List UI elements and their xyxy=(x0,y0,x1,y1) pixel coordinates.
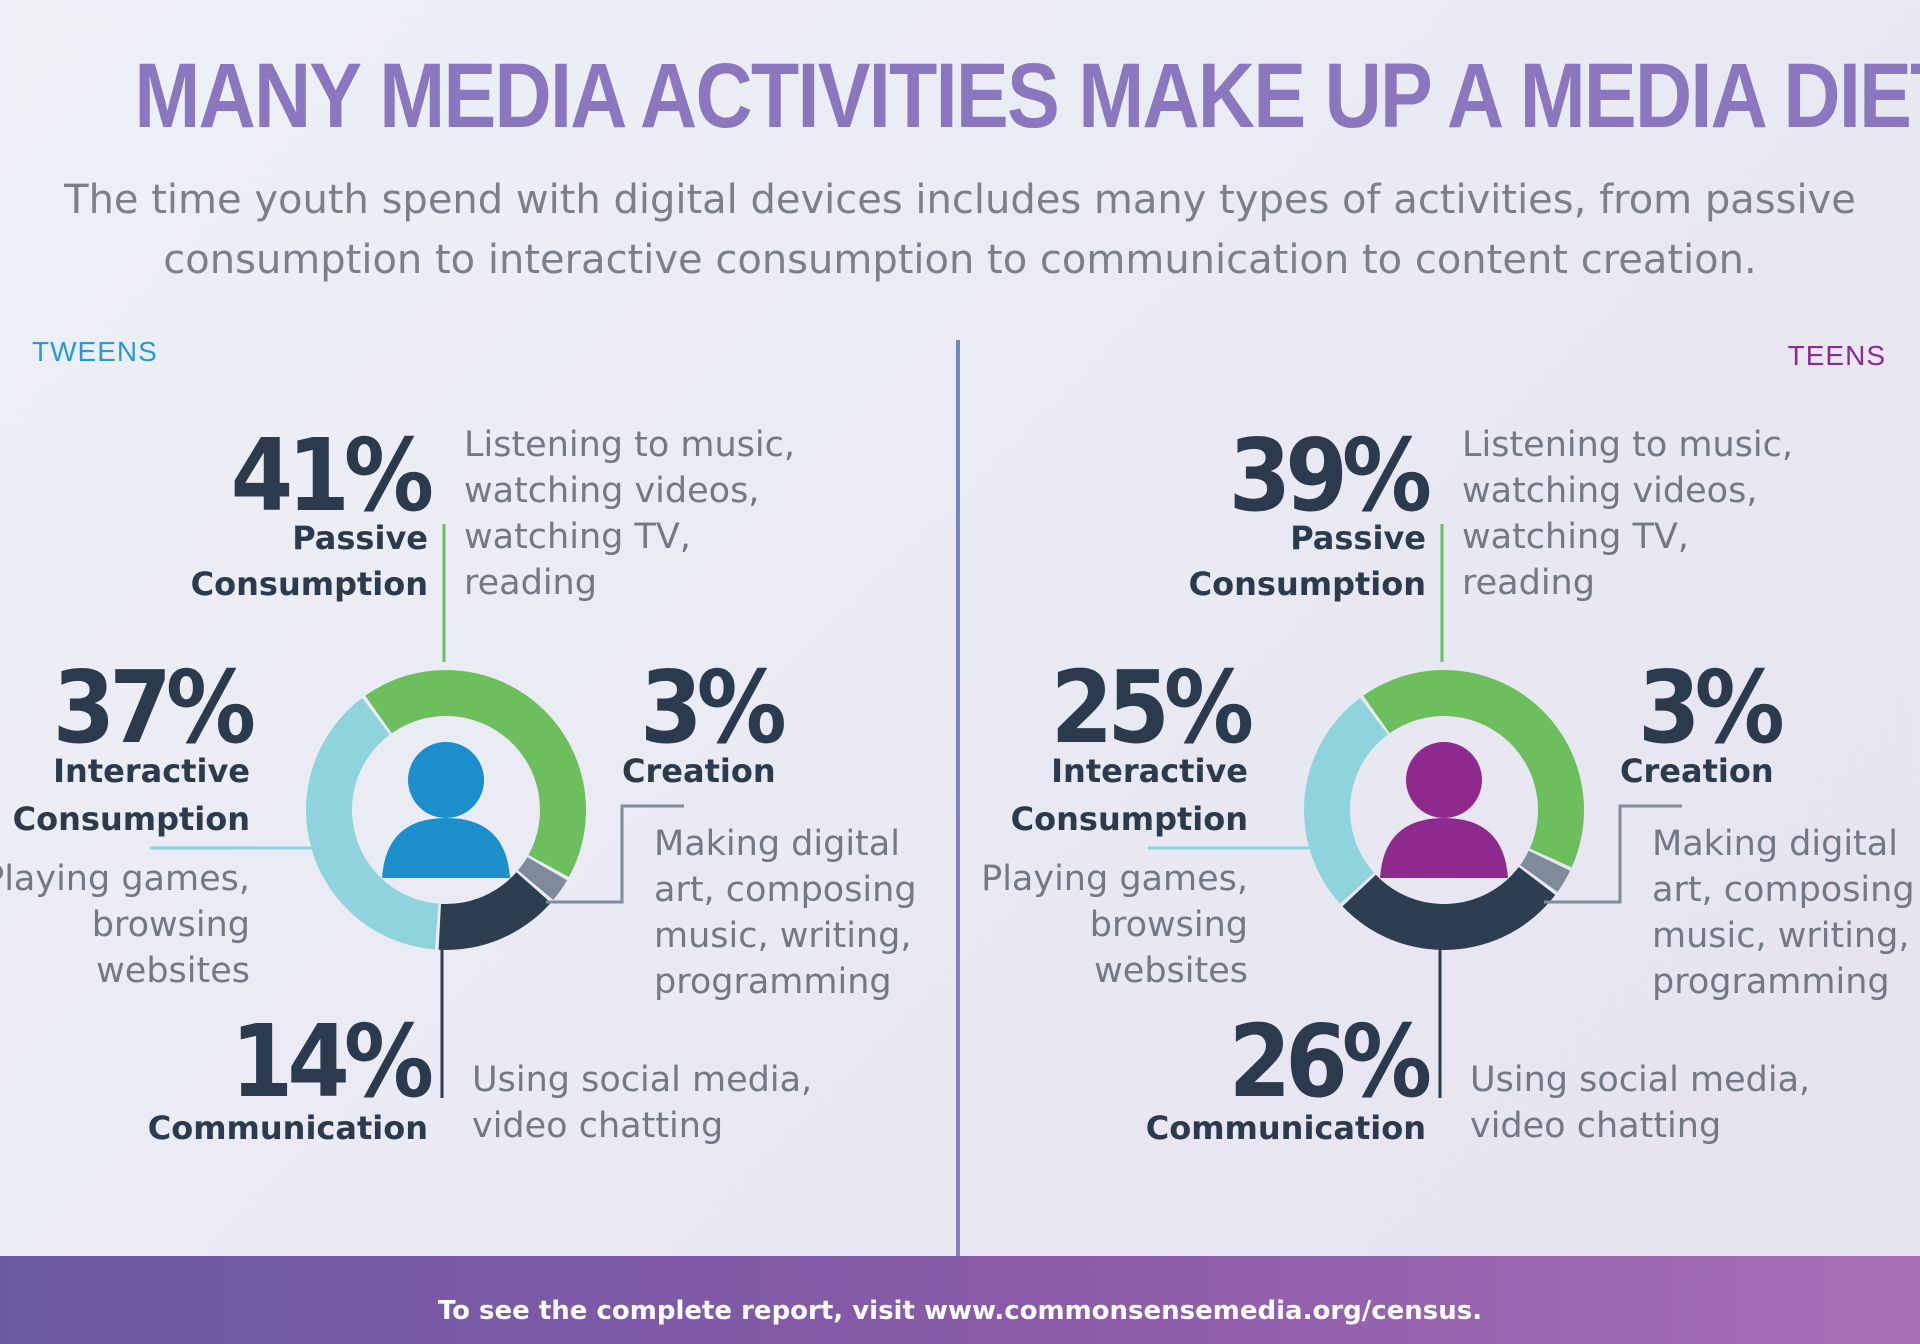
tweens-communication-value: 14% xyxy=(231,1003,432,1120)
teens-communication-label: Communication xyxy=(1146,1109,1426,1147)
teens-passive-desc: Listening to music, watching videos, watch… xyxy=(1462,425,1793,603)
tweens-interactive-desc-line: websites xyxy=(96,951,250,991)
tweens-communication-desc-line: Using social media, xyxy=(472,1060,812,1100)
tweens-interactive-value: 37% xyxy=(53,649,254,766)
page-title: MANY MEDIA ACTIVITIES MAKE UP A MEDIA DI… xyxy=(134,45,1920,147)
tweens-passive-value: 41% xyxy=(231,417,432,534)
tweens-interactive-label-line: Consumption xyxy=(13,800,250,838)
teens-passive-desc-line: watching videos, xyxy=(1462,471,1757,511)
teens-panel xyxy=(1148,524,1682,1098)
page-subtitle: The time youth spend with digital device… xyxy=(40,170,1880,290)
tweens-slice-passive xyxy=(365,670,586,878)
tweens-passive-desc-line: reading xyxy=(464,563,597,603)
tweens-creation-leader xyxy=(546,804,684,904)
teens-interactive-label: Interactive Consumption xyxy=(1011,752,1248,838)
teens-creation-desc-line: programming xyxy=(1652,962,1890,1002)
teens-label: TEENS xyxy=(1787,340,1886,371)
footer-bar xyxy=(0,1256,1920,1344)
teens-creation-value-line: 3% xyxy=(1638,649,1783,766)
tweens-communication-label-line: Communication xyxy=(148,1109,428,1147)
teens-interactive-value: 25% xyxy=(1051,649,1252,766)
tweens-passive-desc-line: watching TV, xyxy=(464,517,691,557)
teens-interactive-value-line: 25% xyxy=(1051,649,1252,766)
teens-communication-desc: Using social media, video chatting xyxy=(1470,1060,1810,1146)
tweens-passive-label-line: Passive xyxy=(292,519,428,557)
tweens-creation-desc-line: programming xyxy=(654,962,892,1002)
teens-creation-value: 3% xyxy=(1638,649,1783,766)
tweens-creation-label: Creation xyxy=(622,752,776,790)
subtitle-line-2: consumption to interactive consumption t… xyxy=(163,237,1757,283)
tweens-creation-label-line: Creation xyxy=(622,752,776,790)
teens-creation-leader xyxy=(1544,804,1682,904)
tweens-creation-desc-line: art, composing xyxy=(654,870,917,910)
teens-communication-desc-line: Using social media, xyxy=(1470,1060,1810,1100)
subtitle-line-1: The time youth spend with digital device… xyxy=(64,177,1856,223)
tweens-interactive-label-line: Interactive xyxy=(53,752,250,790)
teens-passive-label: Passive Consumption xyxy=(1189,519,1426,603)
tweens-interactive-desc: Playing games, browsing websites xyxy=(0,859,250,991)
teens-communication-value: 26% xyxy=(1229,1003,1430,1120)
teens-person-icon xyxy=(1406,742,1482,818)
footer-text: To see the complete report, visit www.co… xyxy=(437,1296,1483,1326)
teens-person-body xyxy=(1380,818,1508,878)
teens-interactive-desc-line: Playing games, xyxy=(981,859,1248,899)
teens-creation-desc-line: art, composing xyxy=(1652,870,1915,910)
teens-communication-desc-line: video chatting xyxy=(1470,1106,1721,1146)
teens-passive-value-line: 39% xyxy=(1229,417,1430,534)
teens-creation-label-line: Creation xyxy=(1620,752,1774,790)
tweens-label: TWEENS xyxy=(32,336,158,367)
tweens-creation-desc: Making digital art, composing music, writi… xyxy=(654,824,917,1002)
teens-interactive-label-line: Consumption xyxy=(1011,800,1248,838)
teens-communication-value-line: 26% xyxy=(1229,1003,1430,1120)
teens-interactive-desc-line: websites xyxy=(1094,951,1248,991)
teens-creation-desc-line: music, writing, xyxy=(1652,916,1909,956)
teens-creation-desc: Making digital art, composing music, writi… xyxy=(1652,824,1915,1002)
tweens-passive-value-line: 41% xyxy=(231,417,432,534)
tweens-slice-creation xyxy=(518,857,568,900)
teens-interactive-label-line: Interactive xyxy=(1051,752,1248,790)
tweens-person-body xyxy=(382,818,510,878)
tweens-communication-value-line: 14% xyxy=(231,1003,432,1120)
tweens-passive-desc: Listening to music, watching videos, watch… xyxy=(464,425,795,603)
teens-interactive-desc: Playing games, browsing websites xyxy=(981,859,1248,991)
tweens-passive-label: Passive Consumption xyxy=(191,519,428,603)
teens-passive-label-line: Consumption xyxy=(1189,565,1426,603)
teens-passive-label-line: Passive xyxy=(1290,519,1426,557)
tweens-passive-desc-line: watching videos, xyxy=(464,471,759,511)
tweens-passive-label-line: Consumption xyxy=(191,565,428,603)
teens-slice-communication xyxy=(1342,867,1556,951)
tweens-creation-value: 3% xyxy=(640,649,785,766)
teens-slice-interactive xyxy=(1304,697,1388,904)
tweens-interactive-desc-line: Playing games, xyxy=(0,859,250,899)
teens-passive-desc-line: watching TV, xyxy=(1462,517,1689,557)
teens-slice-passive xyxy=(1363,669,1585,868)
tweens-person-icon xyxy=(408,742,484,818)
tweens-interactive-value-line: 37% xyxy=(53,649,254,766)
teens-passive-desc-line: reading xyxy=(1462,563,1595,603)
teens-passive-desc-line: Listening to music, xyxy=(1462,425,1793,465)
tweens-communication-desc: Using social media, video chatting xyxy=(472,1060,812,1146)
teens-communication-label-line: Communication xyxy=(1146,1109,1426,1147)
panel-divider xyxy=(956,340,960,1256)
tweens-slice-interactive xyxy=(305,697,439,950)
tweens-slice-communication xyxy=(438,872,551,950)
tweens-communication-label: Communication xyxy=(148,1109,428,1147)
tweens-communication-desc-line: video chatting xyxy=(472,1106,723,1146)
teens-interactive-desc-line: browsing xyxy=(1090,905,1248,945)
tweens-creation-desc-line: Making digital xyxy=(654,824,900,864)
teens-slice-creation xyxy=(1520,850,1571,892)
teens-creation-label: Creation xyxy=(1620,752,1774,790)
tweens-passive-desc-line: Listening to music, xyxy=(464,425,795,465)
tweens-creation-value-line: 3% xyxy=(640,649,785,766)
tweens-interactive-desc-line: browsing xyxy=(92,905,250,945)
tweens-panel xyxy=(150,524,684,1098)
teens-passive-value: 39% xyxy=(1229,417,1430,534)
tweens-creation-desc-line: music, writing, xyxy=(654,916,911,956)
teens-creation-desc-line: Making digital xyxy=(1652,824,1898,864)
tweens-interactive-label: Interactive Consumption xyxy=(13,752,250,838)
